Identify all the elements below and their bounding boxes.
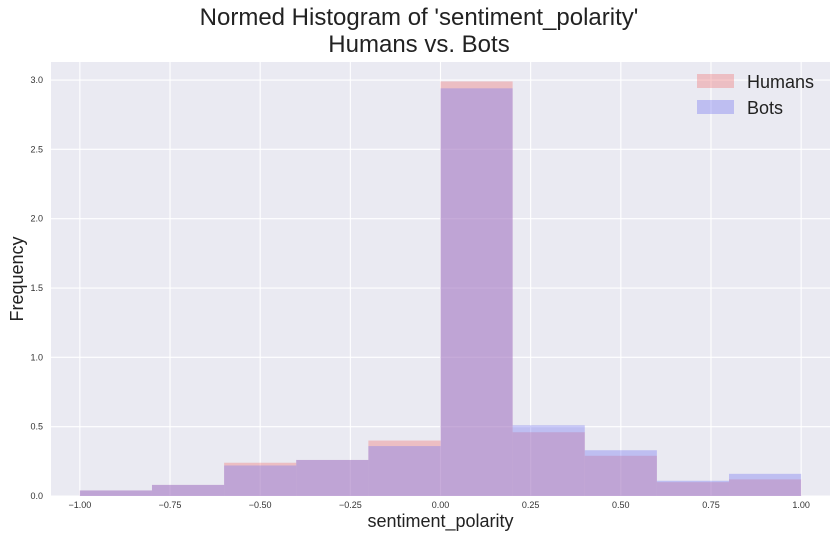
y-tick-label: 3.0 xyxy=(30,75,43,85)
x-tick-label: −0.50 xyxy=(249,500,272,510)
bar-humans-8 xyxy=(656,482,730,496)
x-tick-label: −0.25 xyxy=(339,500,362,510)
bar-bots-9 xyxy=(729,473,802,496)
bar-humans-5 xyxy=(440,81,513,496)
bar-humans-4 xyxy=(368,440,441,496)
bar-bots-8 xyxy=(656,480,730,496)
legend: Humans Bots xyxy=(697,72,814,118)
bar-humans-7 xyxy=(584,455,657,496)
ticks-layer: −1.00 −0.75 −0.50 −0.25 0.00 0.25 0.50 0.75 1.00… xyxy=(30,75,809,510)
y-tick-label: 2.5 xyxy=(30,144,43,154)
bar-bots-3 xyxy=(296,459,369,496)
x-tick-label: 0.50 xyxy=(612,500,630,510)
x-tick-label: 1.00 xyxy=(792,500,810,510)
bar-humans-1 xyxy=(151,484,225,496)
grid-layer xyxy=(51,62,830,497)
x-axis-label: sentiment_polarity xyxy=(367,511,513,532)
bar-bots-6 xyxy=(512,425,585,496)
y-tick-label: 1.0 xyxy=(30,352,43,362)
bar-bots-5 xyxy=(440,88,513,497)
bar-bots-1 xyxy=(151,484,225,496)
legend-swatch-bots xyxy=(697,100,734,114)
y-tick-label: 1.5 xyxy=(30,283,43,293)
bar-humans-0 xyxy=(79,490,152,496)
x-tick-label: 0.75 xyxy=(702,500,720,510)
bar-humans-9 xyxy=(729,479,802,496)
chart-title-line-2: Humans vs. Bots xyxy=(328,31,510,58)
bars-layer xyxy=(79,81,802,497)
bar-humans-3 xyxy=(296,459,369,496)
x-tick-label: 0.00 xyxy=(432,500,450,510)
bar-bots-7 xyxy=(584,450,657,496)
y-tick-label: 0.0 xyxy=(30,491,43,501)
bar-humans-2 xyxy=(224,462,297,496)
bar-bots-2 xyxy=(224,465,297,496)
legend-label-bots: Bots xyxy=(747,98,783,118)
y-axis-label: Frequency xyxy=(7,236,27,321)
x-tick-label: −0.75 xyxy=(159,500,182,510)
legend-label-humans: Humans xyxy=(747,72,814,92)
bar-bots-0 xyxy=(79,490,152,496)
chart-title-line-1: Normed Histogram of 'sentiment_polarity' xyxy=(199,4,639,31)
x-tick-label: −1.00 xyxy=(68,500,91,510)
bar-bots-4 xyxy=(368,446,441,496)
y-tick-label: 2.0 xyxy=(30,214,43,224)
x-tick-label: 0.25 xyxy=(522,500,540,510)
bar-humans-6 xyxy=(512,432,585,496)
legend-swatch-humans xyxy=(697,74,734,88)
y-tick-label: 0.5 xyxy=(30,422,43,432)
